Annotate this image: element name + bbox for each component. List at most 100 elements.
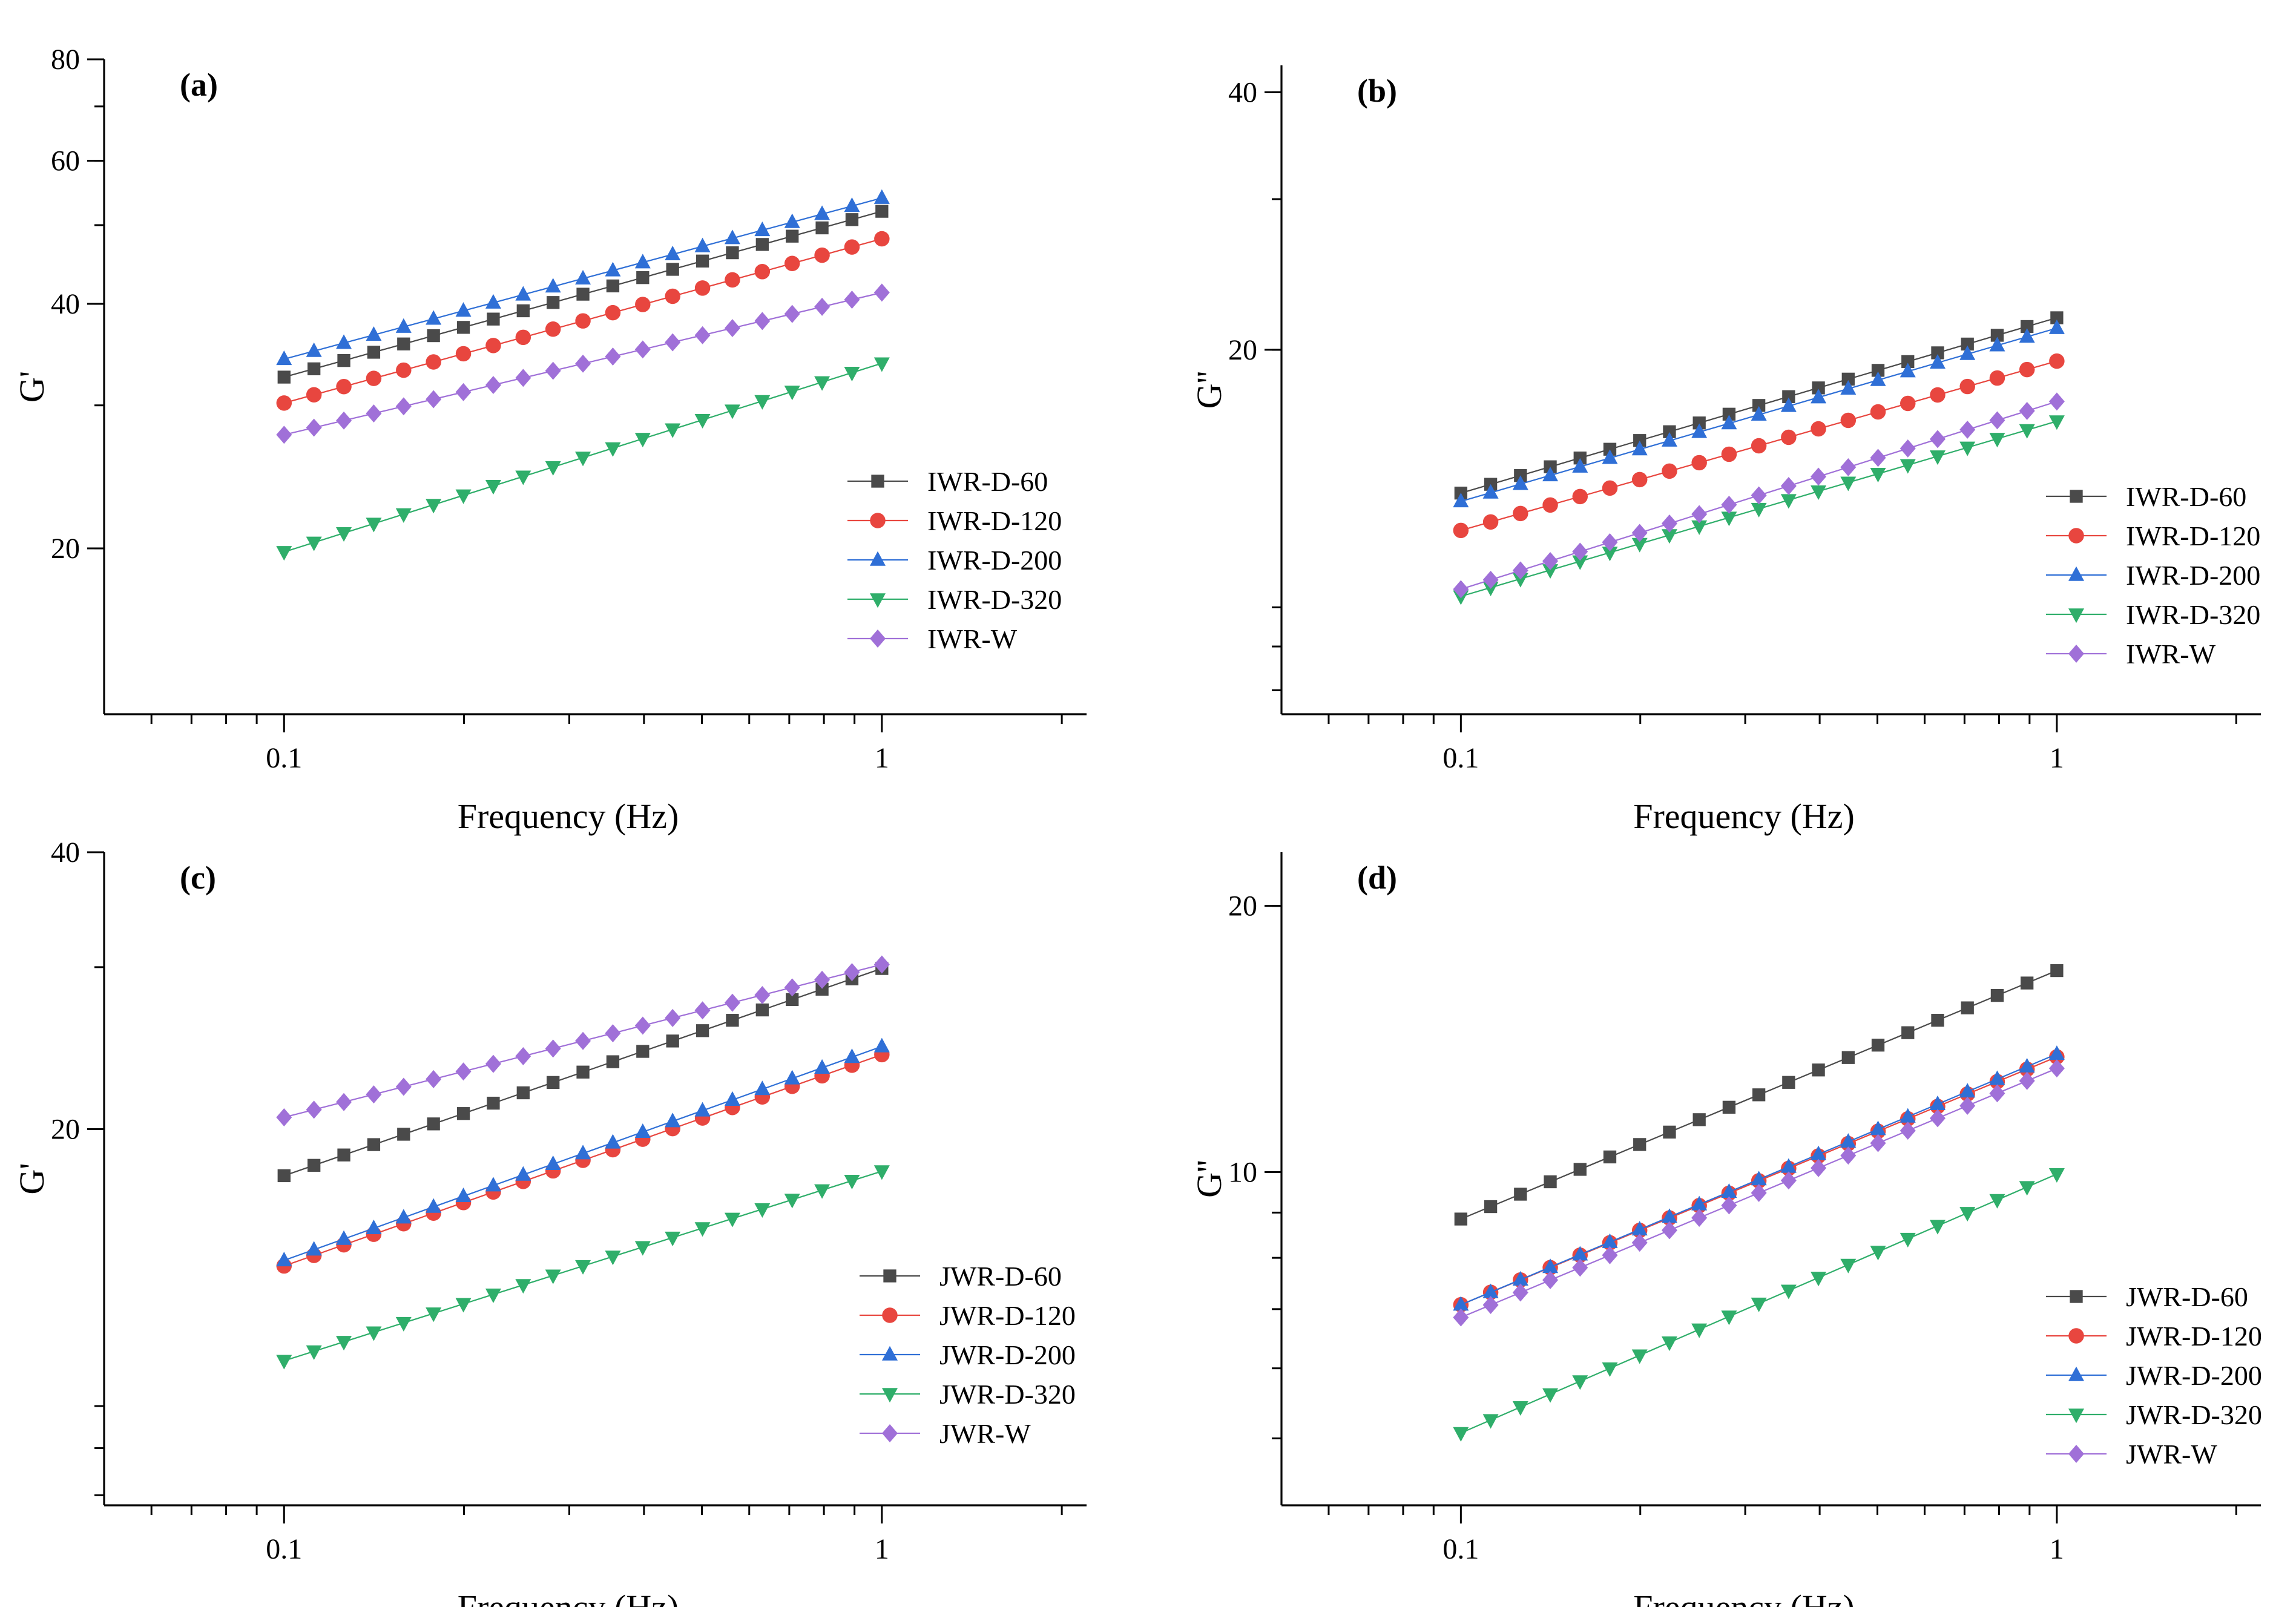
data-point (1782, 390, 1795, 403)
data-point (1751, 406, 1767, 421)
data-point (1513, 505, 1528, 522)
data-point (1482, 570, 1499, 589)
data-point (1631, 472, 1648, 488)
data-point (665, 423, 681, 438)
data-point (696, 254, 709, 268)
data-point (485, 1177, 501, 1192)
data-point (575, 452, 591, 467)
data-point (427, 1117, 440, 1131)
data-point (1751, 1297, 1767, 1312)
legend-marker (2070, 490, 2083, 503)
data-point (694, 1001, 711, 1020)
legend-label: JWR-D-60 (939, 1261, 1062, 1292)
data-point (605, 304, 621, 321)
data-point (2050, 964, 2064, 978)
data-point (605, 1250, 621, 1266)
data-point (815, 982, 829, 996)
data-point (1631, 441, 1648, 456)
legend-label: IWR-W (2126, 639, 2216, 669)
data-point (1573, 452, 1587, 465)
data-point (1691, 1323, 1708, 1338)
data-point (635, 297, 651, 312)
data-point (1661, 1221, 1677, 1240)
legend-label: JWR-D-60 (2126, 1281, 2248, 1312)
data-point (306, 342, 322, 357)
legend-marker (882, 1307, 898, 1323)
data-point (754, 1203, 771, 1218)
x-axis-title: Frequency (Hz) (1633, 797, 1855, 836)
data-point (814, 970, 831, 989)
data-point (1691, 520, 1708, 535)
legend-marker (2068, 1328, 2084, 1344)
data-point (754, 222, 771, 237)
data-point (814, 247, 830, 263)
data-point (606, 279, 620, 293)
legend-label: JWR-D-320 (939, 1379, 1076, 1410)
data-point (2048, 319, 2065, 334)
data-point (277, 1169, 291, 1183)
data-point (1542, 564, 1559, 579)
data-point (1631, 1221, 1648, 1236)
data-point (2048, 392, 2065, 411)
legend-label: JWR-W (2126, 1439, 2217, 1470)
data-point (1840, 1146, 1857, 1165)
legend-marker (2068, 528, 2084, 544)
legend-label: IWR-D-200 (927, 545, 1062, 576)
data-point (1631, 1234, 1648, 1252)
data-point (1661, 432, 1677, 447)
legend-label: JWR-D-200 (939, 1339, 1076, 1370)
data-point (1572, 458, 1588, 473)
data-point (724, 319, 740, 338)
data-point (1900, 439, 1916, 458)
data-point (605, 1134, 621, 1149)
data-point (694, 280, 711, 296)
data-point (1929, 430, 1946, 449)
data-point (875, 205, 889, 218)
data-point (1812, 1063, 1825, 1077)
data-point (456, 321, 470, 334)
data-point (634, 1123, 651, 1139)
data-point (276, 426, 292, 444)
data-point (545, 1155, 561, 1171)
data-point (1751, 1171, 1767, 1186)
data-point (724, 1091, 740, 1106)
data-point (366, 326, 382, 341)
data-point (487, 312, 500, 326)
data-point (516, 304, 530, 318)
data-point (337, 353, 350, 367)
data-point (1572, 1258, 1588, 1277)
data-point (694, 413, 711, 429)
x-tick-label: 1 (2050, 742, 2064, 774)
legend-label: IWR-D-320 (927, 584, 1062, 615)
data-point (455, 1187, 472, 1203)
legend-marker (882, 1388, 898, 1403)
data-point (1692, 416, 1706, 430)
data-point (1721, 415, 1737, 430)
data-point (427, 329, 440, 343)
data-point (1812, 381, 1825, 395)
data-point (754, 264, 771, 280)
data-point (1811, 1145, 1827, 1160)
data-point (873, 357, 890, 372)
legend: IWR-D-60 IWR-D-120 IWR-D-200 IWR-D-320 IWR-W (847, 466, 1062, 654)
data-point (1811, 389, 1827, 404)
data-point (1900, 395, 1916, 412)
legend-marker (871, 475, 884, 488)
data-point (1990, 329, 2004, 342)
data-point (575, 1260, 591, 1275)
data-point (665, 245, 681, 261)
panel-label: (b) (1357, 73, 1397, 109)
data-point (456, 1107, 470, 1120)
data-point (395, 318, 412, 333)
y-axis-title: G'' (1189, 1160, 1229, 1198)
data-point (455, 1298, 472, 1313)
legend-marker (870, 593, 886, 608)
data-point (2019, 1057, 2035, 1073)
data-point (426, 499, 442, 514)
data-point (2020, 320, 2034, 334)
data-point (873, 189, 890, 204)
data-point (1572, 1246, 1588, 1261)
data-point (1931, 1013, 1944, 1027)
data-point (605, 347, 621, 366)
